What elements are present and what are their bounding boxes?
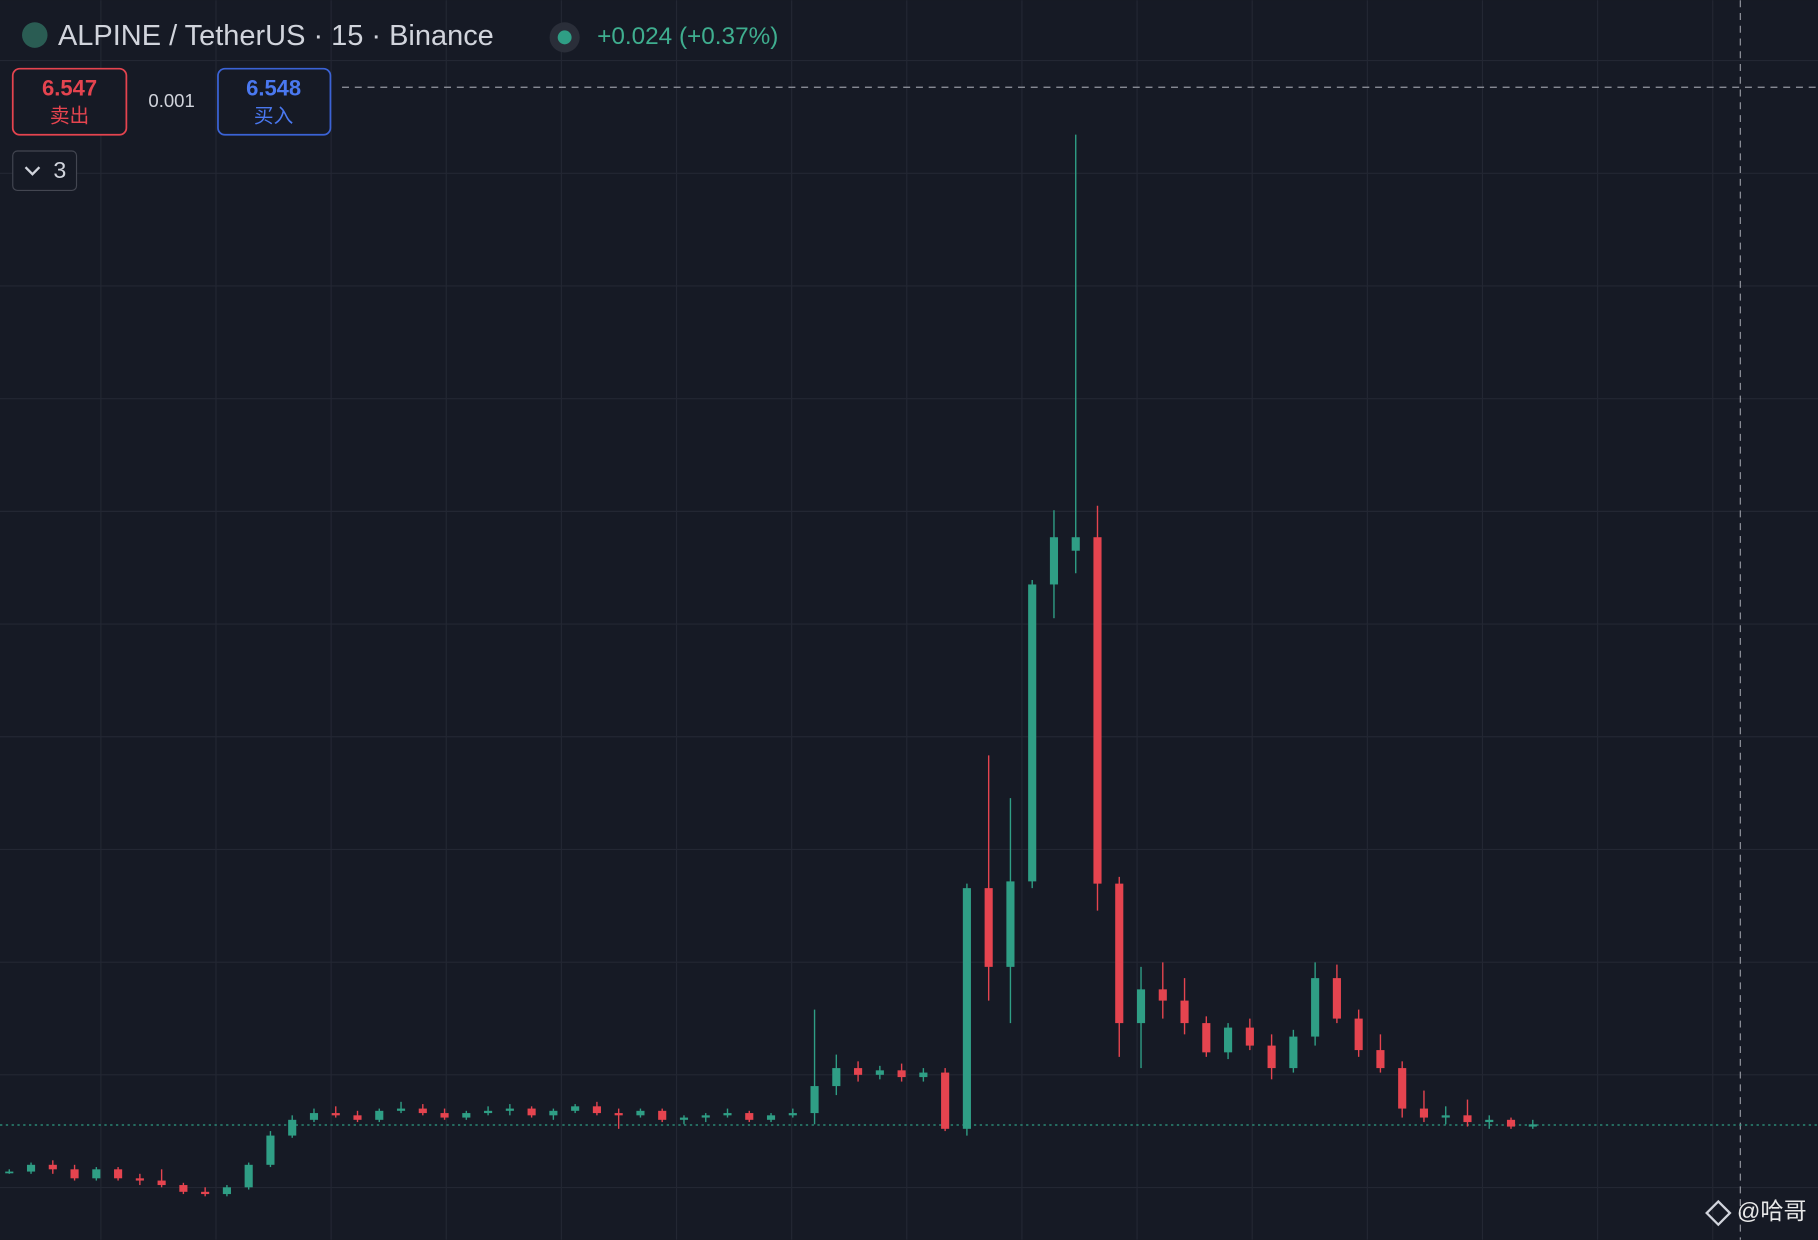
candle-body xyxy=(48,1164,57,1170)
candle-body xyxy=(1311,978,1320,1037)
candle-body xyxy=(679,1117,689,1120)
candle-body xyxy=(658,1110,667,1120)
candle-body xyxy=(1158,989,1167,1001)
candle-body xyxy=(179,1185,188,1192)
candle-body xyxy=(135,1178,144,1181)
watermark: @哈哥 xyxy=(1737,1198,1807,1224)
candle-body xyxy=(484,1110,493,1114)
candle-body xyxy=(614,1113,623,1116)
candle-body xyxy=(1463,1115,1472,1123)
candle-body xyxy=(222,1187,231,1195)
candle-body xyxy=(440,1113,449,1118)
candle-body xyxy=(157,1180,166,1186)
candle-body xyxy=(527,1108,536,1116)
symbol-logo xyxy=(22,22,48,48)
candle-body xyxy=(418,1108,427,1114)
buy-button[interactable] xyxy=(217,67,332,136)
candle-body xyxy=(309,1113,319,1120)
candle-body xyxy=(114,1169,123,1179)
candle-body xyxy=(766,1115,776,1120)
candle-body xyxy=(788,1113,797,1116)
candle-body xyxy=(70,1169,79,1179)
candle-body xyxy=(1115,883,1124,1024)
candle-body xyxy=(919,1072,928,1078)
candle-body xyxy=(396,1108,406,1111)
candle-body xyxy=(1180,1000,1189,1024)
candle-body xyxy=(832,1068,841,1087)
candle-body xyxy=(244,1164,253,1188)
candle-body xyxy=(266,1135,275,1165)
candle-body xyxy=(1506,1119,1516,1127)
candle-body xyxy=(1419,1108,1429,1118)
candle-body xyxy=(1136,989,1146,1024)
candle-body xyxy=(1441,1115,1450,1118)
candle-body xyxy=(201,1191,210,1195)
indicator-toggle[interactable] xyxy=(12,150,78,192)
candle-body xyxy=(1485,1119,1494,1123)
candle-body xyxy=(941,1072,950,1129)
candle-body xyxy=(1049,537,1059,585)
candle-body xyxy=(331,1113,340,1116)
candles xyxy=(5,134,1537,1197)
candle-body xyxy=(549,1110,558,1116)
candle-body xyxy=(462,1113,471,1118)
spread: 0.001 xyxy=(148,90,194,111)
change: +0.024 (+0.37%) xyxy=(597,23,778,50)
candle-body xyxy=(1528,1124,1537,1127)
candle-body xyxy=(962,888,971,1129)
candle-body xyxy=(1202,1023,1211,1053)
candle-body xyxy=(1093,537,1102,884)
sell-label: 卖出 xyxy=(50,106,89,128)
candle-body xyxy=(745,1113,754,1120)
indicator-count: 3 xyxy=(53,157,66,183)
candle-body xyxy=(1376,1050,1385,1069)
candle-body xyxy=(723,1113,732,1116)
candle-body xyxy=(288,1119,297,1136)
candle-body xyxy=(505,1108,514,1111)
candle-body xyxy=(875,1070,884,1075)
candle-body xyxy=(26,1164,36,1172)
candle-body xyxy=(353,1115,362,1120)
candle-body xyxy=(984,888,993,967)
candle-body xyxy=(854,1068,863,1075)
candle-body xyxy=(5,1171,14,1174)
candle-body xyxy=(375,1110,384,1120)
candle-body xyxy=(810,1086,819,1114)
candle-body xyxy=(571,1106,580,1111)
symbol-title: ALPINE / TetherUS · 15 · Binance xyxy=(58,20,494,52)
candle-body xyxy=(636,1110,645,1116)
sell-price: 6.547 xyxy=(42,75,97,100)
status-dot xyxy=(557,30,572,45)
buy-price: 6.548 xyxy=(246,75,301,100)
candle-body xyxy=(1267,1045,1276,1069)
sell-button[interactable] xyxy=(11,67,128,136)
buy-label: 买入 xyxy=(254,106,293,128)
candle-body xyxy=(1354,1018,1363,1051)
candle-body xyxy=(1289,1036,1298,1069)
candle-body xyxy=(1398,1068,1407,1109)
candle-body xyxy=(1006,881,1015,967)
candle-body xyxy=(1028,584,1037,882)
watermark-icon xyxy=(1705,1199,1732,1227)
chevron xyxy=(24,166,41,176)
candle-body xyxy=(1071,537,1080,551)
candle-body xyxy=(592,1106,601,1114)
candle-body xyxy=(92,1169,101,1179)
candle-body xyxy=(1332,978,1341,1019)
candle-body xyxy=(897,1070,906,1078)
candle-body xyxy=(1245,1027,1254,1046)
candle-body xyxy=(1224,1027,1233,1053)
candle-body xyxy=(701,1115,710,1118)
